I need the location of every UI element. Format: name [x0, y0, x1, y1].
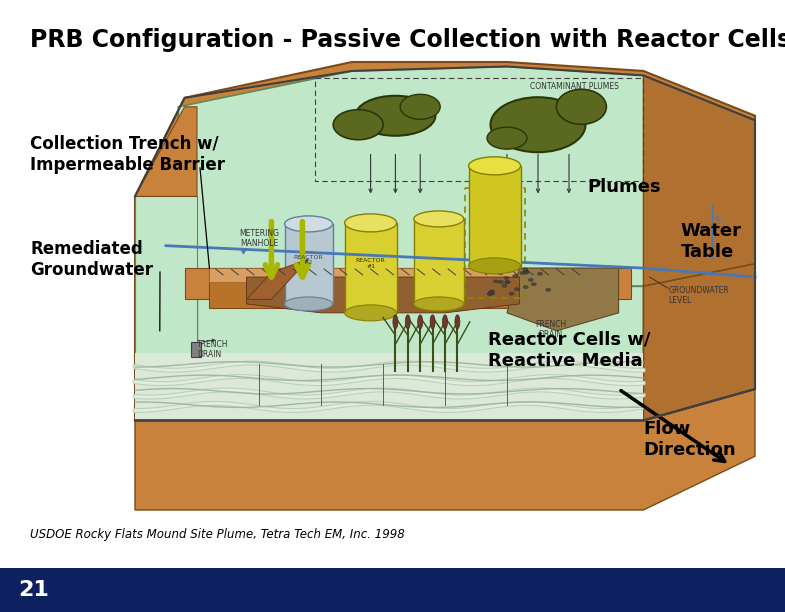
Text: Reactor Cells w/
Reactive Media: Reactor Cells w/ Reactive Media [488, 331, 651, 370]
Ellipse shape [418, 315, 422, 329]
Ellipse shape [414, 297, 464, 311]
Ellipse shape [345, 214, 396, 232]
Ellipse shape [430, 315, 435, 329]
Polygon shape [135, 196, 197, 420]
Ellipse shape [487, 127, 527, 149]
Ellipse shape [523, 268, 528, 271]
Ellipse shape [455, 315, 460, 329]
Ellipse shape [285, 297, 333, 311]
Ellipse shape [494, 280, 498, 283]
Ellipse shape [504, 277, 509, 280]
Ellipse shape [469, 157, 520, 175]
Ellipse shape [488, 291, 493, 294]
Ellipse shape [333, 110, 383, 140]
Polygon shape [507, 268, 619, 331]
Ellipse shape [524, 271, 529, 274]
Ellipse shape [393, 315, 398, 329]
Polygon shape [197, 286, 644, 420]
Text: Collection Trench w/
Impermeable Barrier: Collection Trench w/ Impermeable Barrier [30, 135, 225, 174]
Bar [469, 166, 520, 266]
Text: S: S [714, 216, 721, 226]
Polygon shape [135, 107, 197, 196]
Ellipse shape [557, 89, 606, 124]
Ellipse shape [490, 292, 495, 295]
Ellipse shape [513, 274, 517, 277]
Ellipse shape [443, 315, 447, 329]
Ellipse shape [505, 269, 509, 272]
Polygon shape [644, 75, 755, 286]
Ellipse shape [345, 305, 396, 321]
Ellipse shape [538, 272, 542, 275]
Ellipse shape [502, 285, 507, 288]
Polygon shape [184, 268, 631, 299]
Ellipse shape [528, 278, 533, 282]
Polygon shape [246, 277, 520, 313]
Ellipse shape [546, 288, 551, 291]
Ellipse shape [524, 271, 528, 274]
Ellipse shape [497, 272, 502, 275]
Ellipse shape [509, 292, 514, 295]
Ellipse shape [285, 216, 333, 232]
Text: 21: 21 [18, 580, 49, 600]
Text: GROUNDWATER
LEVEL: GROUNDWATER LEVEL [668, 286, 729, 305]
Polygon shape [135, 62, 755, 420]
Ellipse shape [495, 271, 501, 274]
Bar [0, 568, 785, 612]
Text: Flow
Direction: Flow Direction [644, 420, 736, 459]
Text: CONTAMINANT PLUMES: CONTAMINANT PLUMES [530, 82, 619, 91]
Text: USDOE Rocky Flats Mound Site Plume, Tetra Tech EM, Inc. 1998: USDOE Rocky Flats Mound Site Plume, Tetr… [30, 528, 405, 541]
Text: Water
Table: Water Table [681, 222, 742, 261]
Polygon shape [178, 67, 755, 286]
Ellipse shape [490, 290, 495, 293]
Polygon shape [135, 389, 755, 510]
Polygon shape [239, 248, 248, 255]
Ellipse shape [487, 293, 492, 296]
Ellipse shape [400, 94, 440, 119]
Ellipse shape [356, 95, 436, 136]
Text: Plumes: Plumes [588, 179, 661, 196]
Ellipse shape [523, 286, 528, 289]
Ellipse shape [506, 280, 510, 283]
Bar [191, 342, 201, 357]
Ellipse shape [531, 283, 536, 286]
Text: REACTOR
#1: REACTOR #1 [356, 258, 385, 269]
Text: FRENCH
DRAIN: FRENCH DRAIN [535, 319, 566, 339]
Ellipse shape [469, 258, 520, 274]
Polygon shape [135, 353, 644, 420]
Bar [414, 219, 464, 304]
Polygon shape [210, 268, 582, 308]
Ellipse shape [505, 281, 509, 284]
Text: TRENCH
DRAIN: TRENCH DRAIN [197, 340, 228, 359]
Text: PRB Configuration - Passive Collection with Reactor Cells: PRB Configuration - Passive Collection w… [30, 28, 785, 52]
Bar [345, 223, 396, 313]
Bar [285, 224, 333, 304]
Ellipse shape [414, 211, 464, 227]
Ellipse shape [498, 280, 503, 283]
Ellipse shape [405, 315, 411, 329]
Ellipse shape [514, 288, 519, 291]
Ellipse shape [491, 97, 586, 152]
Text: Remediated
Groundwater: Remediated Groundwater [30, 240, 153, 279]
Text: METERING
MANHOLE: METERING MANHOLE [239, 228, 279, 248]
Text: REACTOR
#2: REACTOR #2 [294, 255, 323, 266]
Ellipse shape [520, 272, 525, 275]
Polygon shape [246, 259, 309, 299]
Polygon shape [210, 268, 582, 282]
Polygon shape [644, 264, 755, 420]
